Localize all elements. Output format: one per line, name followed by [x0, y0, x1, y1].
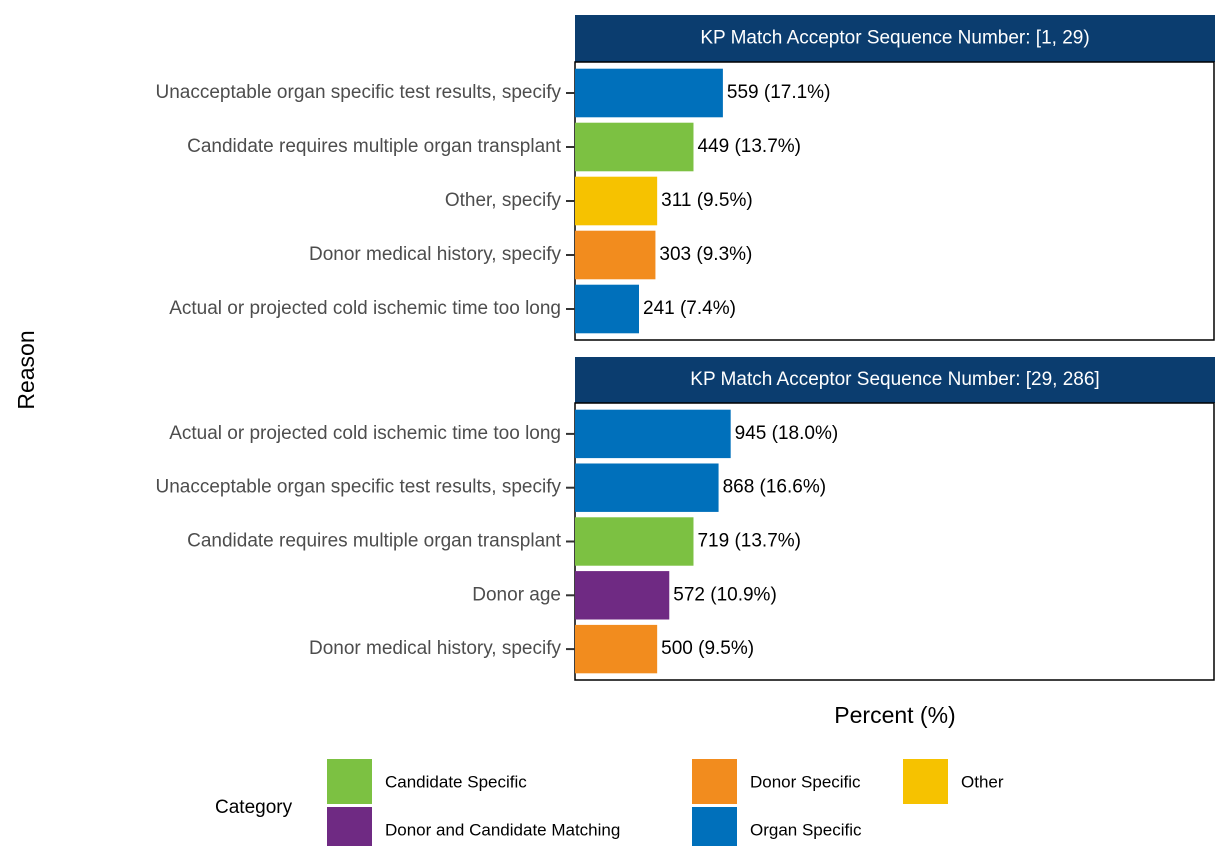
bar [575, 517, 694, 566]
data-label: 311 (9.5%) [661, 190, 753, 211]
data-label: 868 (16.6%) [723, 477, 827, 498]
data-label: 719 (13.7%) [697, 531, 801, 552]
legend-label: Donor and Candidate Matching [385, 820, 620, 839]
bar [575, 409, 731, 459]
legend-label: Organ Specific [750, 820, 862, 839]
y-tick-label: Unacceptable organ specific test results… [155, 82, 561, 103]
bar [575, 624, 658, 674]
bar [575, 230, 656, 280]
y-tick-label: Actual or projected cold ischemic time t… [169, 423, 561, 444]
bar [575, 463, 719, 512]
legend-label: Candidate Specific [385, 772, 527, 791]
legend-title: Category [215, 797, 293, 818]
y-tick-label: Other, specify [445, 190, 562, 211]
legend-key [327, 759, 372, 804]
y-tick-label: Donor medical history, specify [309, 638, 562, 659]
facet-title: KP Match Acceptor Sequence Number: [29, … [690, 369, 1099, 390]
data-label: 500 (9.5%) [661, 638, 754, 659]
data-label: 572 (10.9%) [673, 584, 777, 605]
bar [575, 176, 658, 226]
bar [575, 284, 639, 334]
y-tick-label: Candidate requires multiple organ transp… [187, 136, 562, 157]
bar [575, 571, 670, 620]
facet-title: KP Match Acceptor Sequence Number: [1, 2… [700, 28, 1089, 49]
y-tick-label: Candidate requires multiple organ transp… [187, 531, 562, 552]
legend-label: Other [961, 772, 1004, 791]
data-label: 945 (18.0%) [735, 423, 839, 444]
y-tick-label: Unacceptable organ specific test results… [155, 477, 561, 498]
legend-key [692, 759, 737, 804]
legend-key [903, 759, 948, 804]
facet-strip [575, 357, 1215, 403]
facet-strip [575, 15, 1215, 62]
data-label: 303 (9.3%) [659, 244, 752, 265]
data-label: 559 (17.1%) [727, 82, 831, 103]
x-axis-label: Percent (%) [834, 702, 955, 728]
data-label: 241 (7.4%) [643, 298, 736, 319]
y-tick-label: Actual or projected cold ischemic time t… [169, 298, 561, 319]
bar [575, 68, 723, 118]
bar [575, 122, 694, 172]
legend-key [327, 807, 372, 851]
y-tick-label: Donor age [472, 584, 561, 605]
y-tick-label: Donor medical history, specify [309, 244, 562, 265]
legend-label: Donor Specific [750, 772, 861, 791]
legend-key [692, 807, 737, 851]
data-label: 449 (13.7%) [697, 136, 801, 157]
y-axis-label: Reason [13, 330, 39, 409]
